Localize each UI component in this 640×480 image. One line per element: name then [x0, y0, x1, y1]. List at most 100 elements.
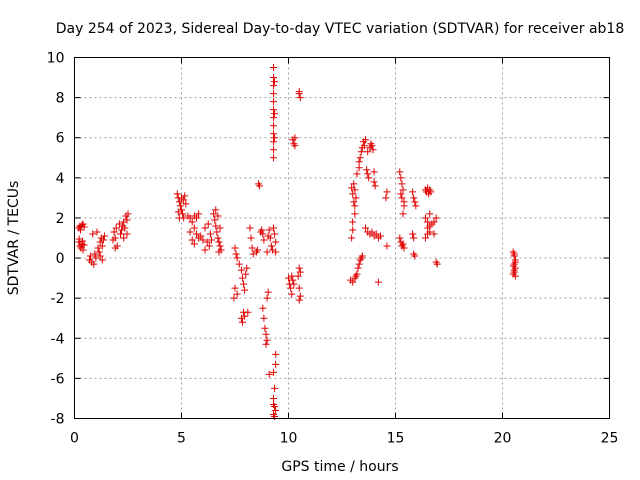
data-point	[400, 244, 408, 252]
data-point	[261, 324, 269, 332]
data-point	[96, 252, 104, 260]
data-point	[362, 224, 370, 232]
data-point	[270, 154, 278, 162]
data-point	[259, 230, 267, 238]
data-point	[421, 234, 429, 242]
data-point	[95, 248, 103, 256]
data-point	[362, 136, 370, 144]
data-point	[270, 146, 278, 154]
data-point	[266, 234, 274, 242]
data-point	[349, 226, 357, 234]
data-point	[247, 234, 255, 242]
data-point	[383, 242, 391, 250]
data-point	[271, 230, 279, 238]
data-point	[410, 234, 418, 242]
data-point	[242, 270, 250, 278]
data-point	[210, 210, 218, 218]
data-point	[121, 224, 129, 232]
data-point	[272, 248, 280, 256]
data-point	[215, 248, 223, 256]
data-point	[265, 226, 273, 234]
data-point	[424, 218, 432, 226]
data-point	[256, 182, 264, 190]
data-point	[232, 250, 240, 258]
data-point	[409, 188, 417, 196]
chart-title: Day 254 of 2023, Sidereal Day-to-day VTE…	[56, 21, 625, 37]
data-point	[296, 292, 304, 300]
data-point	[94, 244, 102, 252]
data-point	[370, 168, 378, 176]
data-point	[296, 268, 304, 276]
data-point	[174, 208, 182, 216]
data-point	[190, 224, 198, 232]
data-point	[212, 222, 220, 230]
data-point	[205, 242, 213, 250]
data-point	[91, 250, 99, 258]
data-point	[424, 224, 432, 232]
x-tick-label: 10	[280, 431, 298, 447]
x-tick-label: 15	[387, 431, 405, 447]
data-point	[201, 224, 209, 232]
data-point	[216, 224, 224, 232]
data-point	[214, 212, 222, 220]
data-point	[270, 74, 278, 82]
data-point	[93, 228, 101, 236]
data-point	[270, 98, 278, 106]
data-point	[263, 248, 271, 256]
data-point	[237, 266, 245, 274]
data-point	[510, 250, 518, 258]
data-point	[363, 166, 371, 174]
data-point	[216, 242, 224, 250]
data-point	[288, 290, 296, 298]
data-point	[197, 232, 205, 240]
data-point	[260, 236, 268, 244]
y-tick-label: 10	[47, 51, 65, 67]
data-point	[291, 134, 299, 142]
data-point	[270, 90, 278, 98]
data-point	[351, 210, 359, 218]
data-point	[424, 230, 432, 238]
data-point	[409, 230, 417, 238]
data-point	[243, 264, 251, 272]
y-tick-label: -2	[51, 291, 65, 307]
data-point	[182, 200, 190, 208]
data-point	[382, 194, 390, 202]
data-point	[240, 280, 248, 288]
data-point	[396, 234, 404, 242]
data-point	[271, 78, 279, 86]
data-point	[411, 252, 419, 260]
data-point	[212, 206, 220, 214]
data-point	[90, 260, 98, 268]
data-point	[188, 218, 196, 226]
data-point	[372, 230, 380, 238]
data-point	[270, 368, 278, 376]
data-point	[264, 288, 272, 296]
x-tick-label: 0	[70, 431, 79, 447]
data-point	[357, 148, 365, 156]
data-point	[175, 214, 183, 222]
data-point	[510, 266, 518, 274]
y-tick-label: -8	[51, 412, 65, 428]
data-point	[270, 82, 278, 90]
data-point	[433, 260, 441, 268]
data-point	[188, 236, 196, 244]
data-point	[289, 276, 297, 284]
data-point	[100, 232, 108, 240]
data-point	[123, 230, 131, 238]
x-tick-label: 5	[177, 431, 186, 447]
data-point	[272, 406, 280, 414]
data-point	[211, 216, 219, 224]
data-point	[287, 284, 295, 292]
data-point	[295, 296, 303, 304]
data-point	[238, 274, 246, 282]
data-point	[87, 252, 95, 260]
data-point	[203, 238, 211, 246]
data-point	[98, 256, 106, 264]
data-point	[351, 186, 359, 194]
data-point	[99, 236, 107, 244]
data-point	[270, 138, 278, 146]
data-point	[353, 170, 361, 178]
data-point	[509, 262, 517, 270]
data-point	[350, 180, 358, 188]
y-axis-label: SDTVAR / TECUs	[6, 181, 22, 296]
